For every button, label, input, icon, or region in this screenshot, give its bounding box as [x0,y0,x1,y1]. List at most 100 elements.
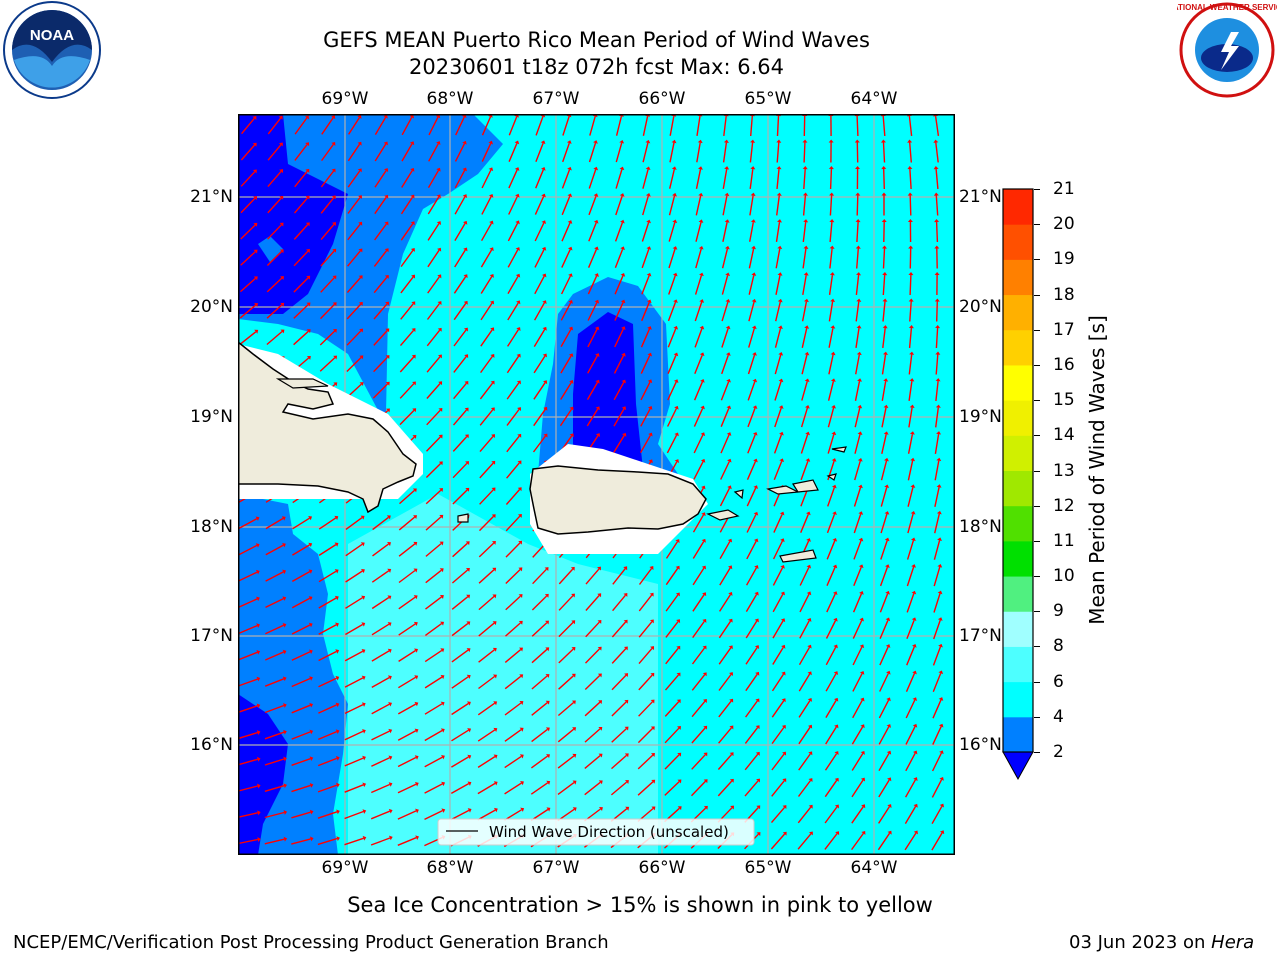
wind-wave-arrow [851,779,864,798]
wind-wave-arrow [534,249,545,268]
wind-wave-arrowhead [724,245,730,250]
footer-date-text: 03 Jun 2023 on [1069,932,1212,953]
wind-wave-arrow [642,142,649,163]
wind-wave-arrow [692,541,705,559]
wind-wave-arrowhead [700,405,705,410]
colorbar-tick-label: 13 [1053,460,1075,481]
wind-wave-arrow [748,328,755,348]
wind-wave-arrowhead [358,275,363,280]
wind-wave-arrow [641,222,650,242]
wind-wave-arrow [664,674,680,691]
wind-wave-arrow [400,276,414,294]
wind-wave-arrowhead [726,432,732,436]
wind-wave-arrow [427,169,440,189]
wind-wave-arrow [534,222,545,242]
wind-wave-arrow [772,540,784,560]
wind-wave-arrow [907,460,914,481]
wind-wave-arrowhead [492,567,497,572]
wind-wave-arrowhead [594,273,599,277]
wind-wave-arrowhead [781,698,786,703]
wind-wave-arrow [294,117,308,135]
wind-wave-arrow [266,330,283,346]
wind-wave-arrow [881,407,887,428]
wind-wave-arrowhead [910,457,916,462]
wind-wave-arrowhead [335,729,340,734]
wind-wave-arrow [345,623,363,636]
wind-wave-arrowhead [883,431,889,435]
wind-wave-arrow [558,568,574,585]
wind-wave-arrow [800,460,809,481]
lat-label-right: 16°N [959,735,1002,755]
wind-wave-arrowhead [283,836,288,842]
wind-wave-arrowhead [254,303,258,307]
wind-wave-arrow [638,621,653,638]
wind-wave-arrowhead [672,272,678,277]
wind-wave-arrowhead [779,511,785,516]
wind-wave-arrowhead [855,192,861,196]
wind-wave-arrow [320,197,335,214]
wind-wave-arrow [558,648,574,664]
wind-wave-arrow [347,170,361,188]
wind-wave-arrowhead [334,515,339,520]
wind-wave-arrow [264,678,285,687]
wind-wave-arrowhead [516,380,521,385]
wind-wave-arrow [771,673,785,692]
wind-wave-arrowhead [597,620,602,624]
wind-wave-arrow [666,408,678,427]
wind-wave-arrow [721,275,729,295]
wind-wave-arrowhead [755,698,760,703]
wind-wave-arrow [478,649,495,663]
wind-wave-arrow [640,408,651,427]
wind-wave-arrow [798,753,811,771]
wind-wave-arrow [584,728,601,743]
wind-wave-arrowhead [699,299,705,303]
wind-wave-arrow [424,756,443,768]
lon-label-bottom: 66°W [638,858,686,878]
lat-label-left: 20°N [190,297,233,317]
colorbar-tick-label: 21 [1053,179,1075,199]
wind-wave-arrowhead [782,751,787,756]
wind-wave-arrow [798,646,811,666]
wind-wave-arrow [318,677,337,688]
wind-wave-arrowhead [728,672,733,676]
wind-wave-arrow [291,811,311,819]
wind-wave-arrowhead [568,273,573,278]
wind-wave-arrowhead [335,756,340,761]
wind-wave-arrow [557,782,575,795]
wind-wave-arrow [855,327,860,349]
wind-wave-arrow [265,624,284,635]
wind-wave-arrow [934,487,940,507]
wind-wave-arrowhead [808,831,813,836]
wind-wave-arrow [318,597,337,609]
wind-wave-arrow [450,782,470,795]
wind-wave-arrowhead [672,246,678,250]
wind-wave-arrowhead [887,804,892,808]
wind-wave-arrowhead [388,835,393,841]
colorbar-tick-label: 9 [1053,601,1064,622]
wind-wave-arrow [370,810,391,820]
wind-wave-arrow [694,328,703,348]
wind-wave-arrowhead [828,139,834,143]
wind-wave-arrowhead [650,646,655,651]
wind-wave-arrowhead [411,274,416,279]
wind-wave-arrow [478,569,495,584]
wind-wave-arrowhead [253,196,258,201]
wind-wave-arrow [773,434,783,454]
wind-wave-arrowhead [806,538,811,542]
wind-wave-arrow [481,143,492,162]
wind-wave-arrowhead [756,832,761,836]
wind-wave-arrowhead [752,405,758,410]
wind-wave-arrowhead [593,140,598,144]
wind-wave-arrow [425,489,442,505]
wind-wave-arrow [666,434,678,454]
wind-wave-arrow [424,676,443,689]
wind-wave-arrowhead [278,115,283,120]
wind-wave-arrow [935,221,939,243]
wind-wave-arrow [664,727,680,744]
wind-wave-arrow [504,649,522,663]
wind-wave-arrow [612,594,626,612]
wind-wave-arrow [664,781,680,796]
wind-wave-arrow [561,169,571,189]
wind-wave-arrowhead [516,353,521,358]
wind-wave-arrow [826,593,836,613]
